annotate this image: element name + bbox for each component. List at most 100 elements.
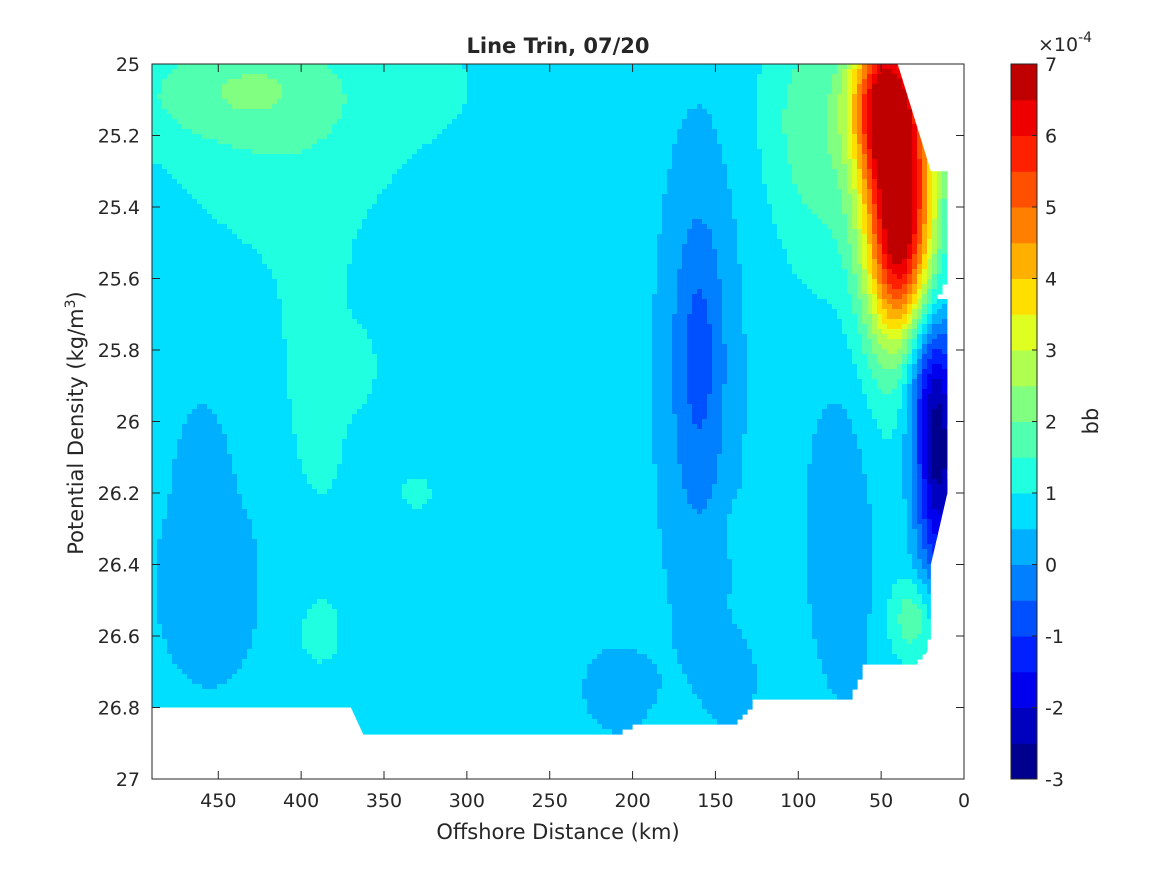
contour-cell-1363 — [727, 344, 748, 350]
contour-cell-2082 — [807, 514, 873, 520]
contour-cell-2143 — [922, 534, 928, 540]
contour-cell-55 — [757, 74, 793, 80]
contour-cell-2303 — [157, 604, 258, 610]
contour-cell-2525 — [712, 714, 743, 720]
contour-cell-2039 — [152, 504, 168, 510]
contour-cell-103 — [162, 84, 223, 90]
contour-cell-742 — [872, 214, 878, 220]
contour-cell-1892 — [152, 469, 173, 475]
contour-cell-2158 — [922, 539, 928, 545]
contour-cell-1868 — [932, 459, 948, 465]
contour-cell-893 — [882, 244, 888, 250]
contour-cell-1705 — [182, 424, 223, 430]
contour-cell-220 — [872, 104, 908, 110]
contour-cell-1489 — [747, 374, 858, 380]
contour-cell-386 — [857, 139, 863, 145]
contour-cell-784 — [737, 224, 778, 230]
contour-cell-364 — [867, 134, 873, 140]
contour-cell-1858 — [677, 459, 718, 465]
contour-cell-2213 — [157, 564, 258, 570]
contour-cell-2109 — [727, 524, 808, 530]
y-axis-label-end: ) — [64, 291, 88, 299]
contour-cell-1824 — [912, 449, 918, 455]
contour-cell-1643 — [897, 409, 908, 415]
contour-cell-1921 — [807, 474, 868, 480]
contour-cell-846 — [917, 234, 923, 240]
contour-cell-114 — [857, 84, 863, 90]
contour-cell-408 — [847, 144, 853, 150]
contour-cell-2071 — [922, 509, 928, 515]
contour-cell-1062 — [742, 279, 803, 285]
contour-cell-1395 — [932, 349, 943, 355]
contour-cell-340 — [867, 129, 873, 135]
contour-cell-2410 — [907, 639, 913, 645]
contour-cell-570 — [762, 179, 793, 185]
contour-cell-473 — [722, 159, 763, 165]
contour-cell-688 — [732, 204, 773, 210]
contour-cell-326 — [152, 129, 193, 135]
x-tick-label-1: 400 — [283, 790, 319, 812]
contour-cell-1249 — [282, 319, 358, 325]
contour-cell-2360 — [257, 624, 303, 630]
contour-cell-2450 — [322, 659, 593, 665]
contour-cell-2207 — [872, 559, 913, 565]
contour-cell-2306 — [332, 604, 673, 610]
contour-cell-2274 — [892, 589, 918, 595]
contour-cell-1002 — [927, 264, 933, 270]
contour-cell-1303 — [867, 329, 873, 335]
contour-cell-1107 — [657, 289, 678, 295]
contour-cell-2299 — [902, 599, 913, 605]
contour-cell-1355 — [947, 339, 948, 345]
y-tick-label-2: 25.4 — [98, 197, 140, 219]
contour-cell-2526 — [152, 719, 598, 725]
contour-cell-1320 — [722, 334, 748, 340]
contour-cell-1481 — [152, 374, 288, 380]
contour-cell-1147 — [912, 294, 918, 300]
contour-cell-1956 — [172, 484, 238, 490]
contour-cell-1971 — [922, 484, 928, 490]
contour-cell-1571 — [687, 394, 708, 400]
contour-cell-1263 — [907, 319, 913, 325]
contour-cell-1710 — [677, 424, 698, 430]
contour-cell-1972 — [927, 484, 933, 490]
contour-cell-2098 — [907, 519, 913, 525]
contour-cell-1299 — [722, 329, 743, 335]
contour-cell-230 — [152, 109, 168, 115]
contour-cell-1904 — [912, 469, 918, 475]
contour-cell-2192 — [727, 554, 808, 560]
contour-cell-1723 — [927, 424, 933, 430]
contour-cell-1864 — [912, 459, 918, 465]
contour-cell-1116 — [862, 289, 868, 295]
contour-cell-2246 — [157, 579, 258, 585]
contour-cell-78 — [227, 79, 278, 85]
contour-cell-604 — [912, 184, 918, 190]
contour-cell-2006 — [712, 494, 738, 500]
contour-cell-2530 — [152, 724, 603, 730]
contour-cell-1065 — [857, 279, 863, 285]
contour-cell-2409 — [892, 639, 908, 645]
contour-cell-558 — [922, 174, 928, 180]
contour-cell-1022 — [892, 269, 908, 275]
contour-cell-1256 — [742, 319, 843, 325]
contour-cell-1604 — [152, 404, 198, 410]
contour-cell-1126 — [927, 289, 933, 295]
contour-cell-474 — [762, 159, 788, 165]
contour-cell-898 — [922, 244, 928, 250]
contour-cell-1944 — [867, 479, 903, 485]
contour-cell-2258 — [257, 584, 668, 590]
contour-cell-2069 — [912, 509, 918, 515]
contour-cell-1060 — [677, 279, 723, 285]
contour-cell-1753 — [297, 434, 348, 440]
contour-cell-1610 — [672, 404, 693, 410]
contour-cell-1606 — [207, 404, 293, 410]
chart-title: Line Trin, 07/20 — [466, 34, 649, 58]
contour-cell-2110 — [807, 524, 873, 530]
contour-cell-183 — [467, 99, 758, 105]
contour-cell-1222 — [927, 309, 933, 315]
contour-cell-1767 — [927, 434, 933, 440]
contour-cell-1431 — [907, 359, 913, 365]
contour-cell-2423 — [167, 649, 248, 655]
contour-cell-698 — [882, 204, 913, 210]
contour-cell-2332 — [257, 614, 308, 620]
colorbar-tick-label-0: 7 — [1045, 54, 1057, 76]
